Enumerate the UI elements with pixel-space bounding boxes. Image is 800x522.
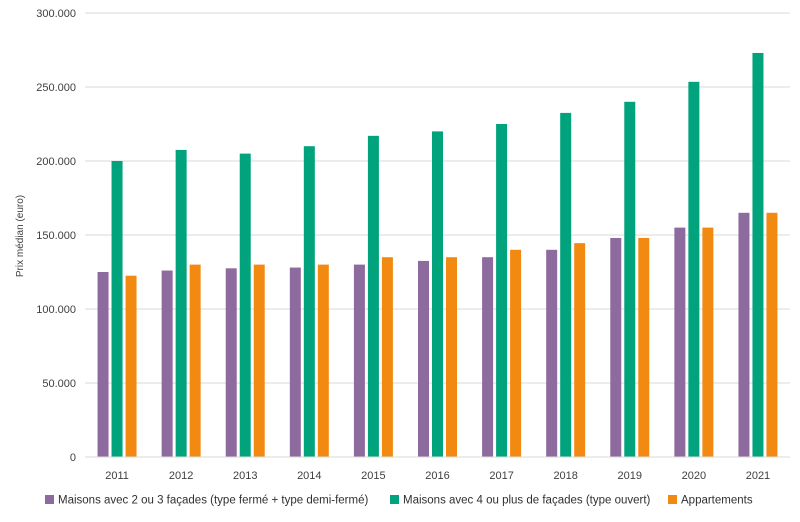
bar [738, 212, 750, 457]
bar [367, 135, 379, 457]
bar [638, 237, 650, 457]
x-axis-ticks: 2011 2012 2013 2014 2015 2016 2017 2018 2019 2020… [105, 470, 770, 482]
legend-label: Maisons avec 2 ou 3 façades (type fermé … [58, 495, 368, 507]
bar [766, 212, 778, 457]
bar [418, 260, 429, 457]
x-tick-label: 2015 [361, 470, 385, 482]
legend-swatch [45, 495, 54, 504]
bar [239, 153, 251, 457]
y-tick-label: 200.000 [36, 156, 76, 168]
x-tick-label: 2016 [425, 470, 449, 482]
legend-label: Appartements [681, 495, 753, 507]
x-tick-label: 2021 [746, 470, 770, 482]
x-tick-label: 2012 [169, 470, 193, 482]
x-tick-label: 2017 [489, 470, 513, 482]
bar [303, 146, 315, 457]
bar [175, 149, 187, 457]
bar [546, 249, 558, 457]
x-tick-label: 2014 [297, 470, 321, 482]
bar [446, 257, 457, 457]
y-tick-label: 300.000 [36, 8, 76, 20]
bar [574, 243, 586, 457]
bar [353, 264, 365, 457]
y-axis-ticks: 0 50.000 100.000 150.000 200.000 250.000 300.0… [36, 8, 76, 464]
y-tick-label: 250.000 [36, 82, 76, 94]
legend-swatch [390, 495, 399, 504]
x-tick-label: 2011 [105, 470, 129, 482]
bar [560, 112, 572, 458]
bar [496, 124, 508, 457]
bar [432, 131, 443, 457]
legend-swatch [668, 495, 677, 504]
y-axis-title: Prix médian (euro) [15, 195, 26, 277]
bar [510, 249, 522, 457]
y-tick-label: 50.000 [42, 378, 76, 390]
bar [702, 227, 714, 457]
bar [125, 275, 137, 457]
legend: Maisons avec 2 ou 3 façades (type fermé … [45, 495, 753, 507]
y-tick-label: 150.000 [36, 230, 76, 242]
bars [97, 52, 778, 458]
y-tick-label: 100.000 [36, 304, 76, 316]
x-tick-label: 2013 [233, 470, 257, 482]
y-tick-label: 0 [70, 452, 76, 464]
bar [674, 227, 686, 457]
bar [610, 237, 622, 457]
bar [624, 101, 636, 458]
x-tick-label: 2018 [553, 470, 577, 482]
x-tick-label: 2020 [682, 470, 706, 482]
bar [688, 81, 700, 457]
bar [111, 161, 123, 457]
bar [289, 267, 301, 457]
bar [225, 268, 237, 457]
bar [97, 272, 109, 457]
bar [189, 264, 201, 457]
bar [752, 52, 764, 458]
bar [161, 270, 173, 457]
bar [253, 264, 265, 457]
bar [482, 257, 494, 457]
bar [381, 257, 393, 457]
bar [317, 264, 329, 457]
legend-label: Maisons avec 4 ou plus de façades (type … [403, 495, 651, 507]
x-tick-label: 2019 [618, 470, 642, 482]
